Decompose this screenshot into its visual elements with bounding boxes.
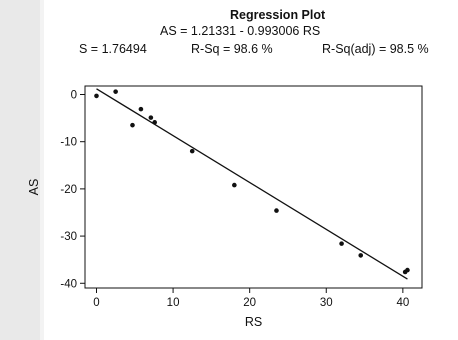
regression-line <box>96 88 408 280</box>
y-tick-label: -20 <box>60 184 77 196</box>
data-point <box>152 120 157 125</box>
regression-equation: AS = 1.21331 - 0.993006 RS <box>160 24 321 38</box>
y-axis-label: AS <box>27 179 41 196</box>
y-tick-label: -30 <box>60 231 77 243</box>
chart-title: Regression Plot <box>230 8 326 22</box>
stat-s: S = 1.76494 <box>79 42 147 56</box>
data-point <box>94 93 99 99</box>
plot-frame <box>84 85 423 289</box>
x-tick-label: 10 <box>167 297 180 309</box>
data-point <box>189 148 195 154</box>
y-tick-label: 0 <box>71 89 77 101</box>
data-point <box>148 115 154 120</box>
data-point <box>358 253 364 258</box>
x-tick-label: 0 <box>93 297 99 309</box>
data-point <box>274 208 279 213</box>
left-panel-strip <box>0 0 44 340</box>
y-tick-label: -40 <box>60 278 77 290</box>
x-tick-label: 20 <box>243 297 256 309</box>
x-tick-label: 30 <box>320 297 333 309</box>
data-point <box>138 106 144 112</box>
stat-r-sq: R-Sq = 98.6 % <box>191 42 273 56</box>
data-point <box>405 267 410 273</box>
data-point <box>339 241 344 246</box>
data-point <box>113 89 118 94</box>
data-point <box>232 182 237 188</box>
stat-r-sq-adj: R-Sq(adj) = 98.5 % <box>322 42 429 56</box>
x-axis-label: RS <box>245 315 262 329</box>
data-point <box>130 122 135 128</box>
x-tick-label: 40 <box>396 297 409 309</box>
y-tick-label: -10 <box>60 137 77 149</box>
left-panel-edge <box>40 0 44 340</box>
